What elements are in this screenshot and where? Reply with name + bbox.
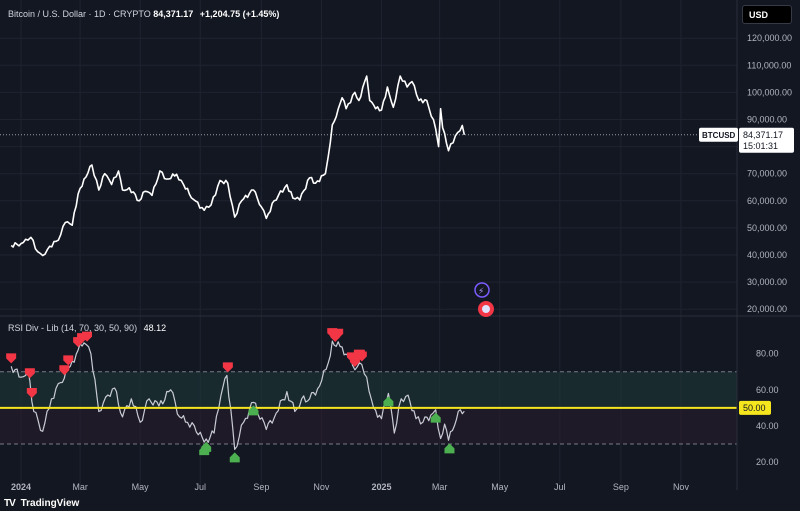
price-tick-label: 110,000.00 bbox=[747, 60, 791, 70]
time-tick-label: 2024 bbox=[11, 482, 31, 492]
bearish-divergence-marker[interactable] bbox=[356, 351, 367, 362]
bullish-divergence-marker[interactable] bbox=[201, 441, 212, 452]
indicator-value: 48.12 bbox=[143, 323, 167, 333]
bearish-divergence-marker[interactable] bbox=[81, 331, 92, 342]
price-tick-label: 90,000.00 bbox=[747, 115, 787, 125]
price-axis[interactable]: 20,000.00 30,000.00 40,000.00 50,000.00 60,0… bbox=[747, 33, 792, 314]
bullish-divergence-marker[interactable] bbox=[248, 405, 259, 416]
symbol-tag-label: BTCUSD bbox=[702, 131, 736, 140]
tradingview-logo-icon: TV bbox=[4, 498, 16, 509]
rsi-tick-label: 80.00 bbox=[756, 349, 779, 359]
bullish-divergence-marker[interactable] bbox=[229, 452, 240, 463]
bullish-divergence-marker[interactable] bbox=[430, 412, 441, 423]
price-tick-label: 40,000.00 bbox=[747, 250, 787, 260]
price-tick-label: 120,000.00 bbox=[747, 33, 792, 43]
last-price-tag bbox=[739, 127, 794, 153]
rsi-value-tag: 50.00 bbox=[739, 400, 771, 415]
time-tick-label: Jul bbox=[554, 482, 566, 492]
last-price-tag-value: 84,371.17 bbox=[743, 130, 783, 140]
bearish-divergence-marker[interactable] bbox=[26, 388, 37, 399]
bearish-divergence-marker[interactable] bbox=[333, 328, 344, 339]
symbol-legend[interactable]: Bitcoin / U.S. Dollar · 1D · CRYPTO 84,3… bbox=[8, 9, 279, 19]
divergence-markers bbox=[6, 328, 455, 463]
rsi-line bbox=[10, 340, 465, 450]
time-tick-label: Nov bbox=[313, 482, 330, 492]
bullish-divergence-marker[interactable] bbox=[383, 396, 394, 407]
rsi-tick-label: 60.00 bbox=[756, 385, 779, 395]
rsi-value-tag-bg bbox=[739, 400, 771, 415]
price-tick-label: 50,000.00 bbox=[747, 223, 787, 233]
symbol-title: Bitcoin / U.S. Dollar · 1D · CRYPTO bbox=[8, 9, 151, 19]
oversold-band bbox=[0, 407, 737, 444]
time-tick-label: Sep bbox=[613, 482, 629, 492]
time-tick-label: Jul bbox=[195, 482, 207, 492]
bearish-divergence-marker[interactable] bbox=[222, 362, 233, 373]
time-tick-label: Mar bbox=[72, 482, 88, 492]
last-price-value: 84,371.17 bbox=[153, 9, 194, 19]
rsi-axis[interactable]: 20.00 40.00 60.00 80.00 bbox=[756, 349, 779, 467]
price-change: +1,204.75 (+1.45%) bbox=[199, 9, 280, 19]
bearish-divergence-marker[interactable] bbox=[6, 353, 17, 364]
bullish-divergence-marker[interactable] bbox=[444, 443, 455, 454]
time-tick-label: Nov bbox=[673, 482, 690, 492]
price-tick-label: 30,000.00 bbox=[747, 277, 787, 287]
bar-countdown: 15:01:31 bbox=[743, 141, 778, 151]
tradingview-brand[interactable]: TV TradingView bbox=[4, 498, 79, 509]
currency-button[interactable]: USD bbox=[742, 5, 792, 24]
price-tick-label: 70,000.00 bbox=[747, 169, 787, 179]
rsi-tick-label: 40.00 bbox=[756, 421, 779, 431]
indicator-legend[interactable]: RSI Div - Lib (14, 70, 30, 50, 90) 48.12 bbox=[8, 323, 166, 333]
indicator-title: RSI Div - Lib (14, 70, 30, 50, 90) bbox=[8, 323, 138, 333]
rsi-tick-label: 20.00 bbox=[756, 457, 779, 467]
price-tick-label: 20,000.00 bbox=[747, 304, 787, 314]
price-line bbox=[10, 75, 466, 257]
symbol-tag bbox=[699, 127, 738, 142]
price-tag: BTCUSD 84,371.17 15:01:31 bbox=[699, 127, 794, 153]
price-tick-label: 100,000.00 bbox=[747, 87, 792, 97]
grid-lines bbox=[0, 0, 737, 490]
bearish-divergence-marker[interactable] bbox=[349, 356, 360, 367]
time-tick-label: 2025 bbox=[371, 482, 391, 492]
time-tick-label: May bbox=[491, 482, 509, 492]
brand-name: TradingView bbox=[20, 498, 80, 509]
time-tick-label: Mar bbox=[432, 482, 448, 492]
time-axis[interactable]: 2024 Mar May Jul Sep Nov 2025 Mar May Jul Sep Nov bbox=[11, 482, 689, 492]
price-tick-label: 60,000.00 bbox=[747, 196, 787, 206]
bearish-divergence-marker[interactable] bbox=[59, 365, 70, 376]
bearish-divergence-marker[interactable] bbox=[24, 368, 35, 379]
bearish-divergence-marker[interactable] bbox=[63, 355, 74, 366]
lightning-event-icon[interactable]: ⚡ bbox=[474, 282, 490, 298]
lightning-icon-glyph: ⚡ bbox=[478, 287, 484, 297]
us-flag-event-icon[interactable] bbox=[478, 301, 494, 317]
lightning-icon-circle bbox=[474, 282, 490, 298]
time-tick-label: May bbox=[132, 482, 150, 492]
flag-icon-inner bbox=[482, 305, 490, 313]
rsi-value-tag-label: 50.00 bbox=[743, 403, 766, 413]
time-tick-label: Sep bbox=[253, 482, 269, 492]
